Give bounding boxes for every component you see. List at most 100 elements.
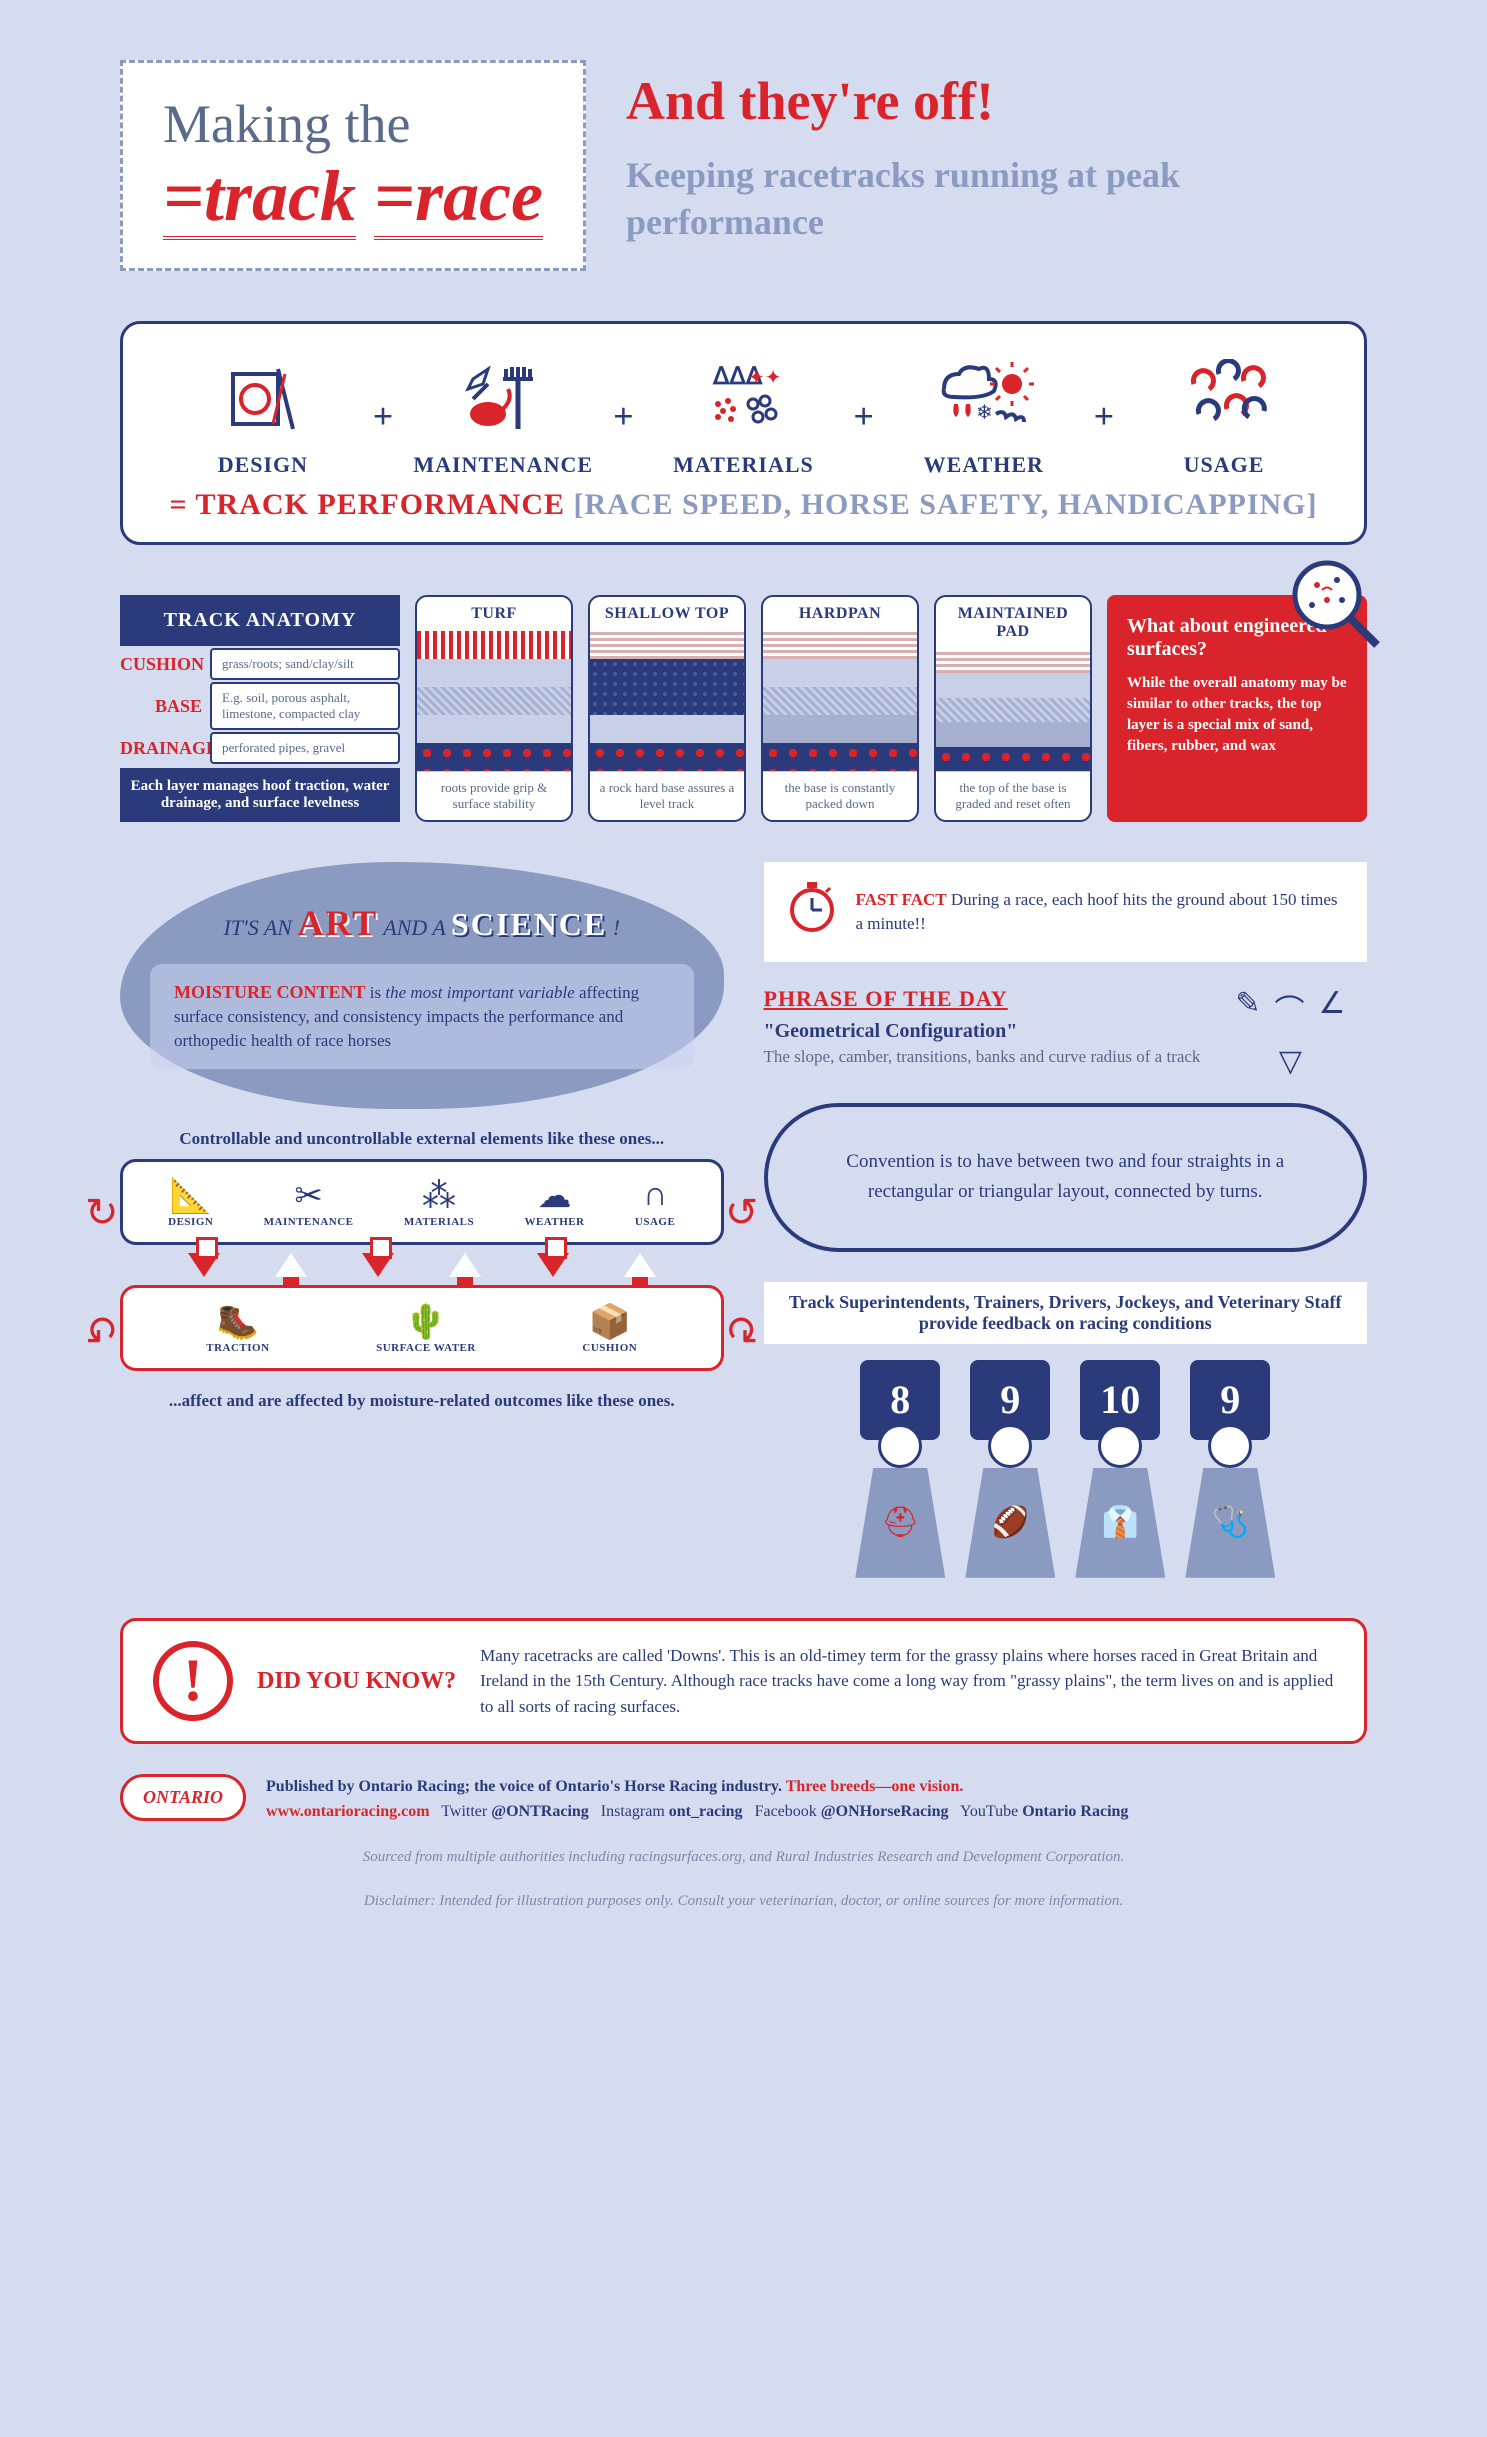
footer: ONTARIO Published by Ontario Racing; the…	[120, 1774, 1367, 1913]
arrow-up-icon	[449, 1253, 481, 1277]
exclamation-icon: !	[153, 1641, 233, 1721]
materials-icon: ᐃᐃᐃ✦✦	[644, 354, 844, 444]
maintenance-icon	[403, 354, 603, 444]
cycle-arrow-icon: ↻	[85, 1189, 119, 1236]
mini-usage: ∩USAGE	[635, 1176, 675, 1228]
svg-text:✦✦: ✦✦	[748, 367, 782, 389]
subheadline: Keeping racetracks running at peak perfo…	[626, 152, 1367, 246]
headline-off: And they're off!	[626, 70, 1367, 132]
mini-weather: ☁WEATHER	[524, 1176, 584, 1228]
materials-icon: ⁂	[404, 1176, 474, 1216]
social-links: www.ontarioracing.com Twitter @ONTRacing…	[266, 1803, 1128, 1820]
source-line: Sourced from multiple authorities includ…	[120, 1845, 1367, 1869]
geometry-icons: ✎ ⌒ ∠ ▽	[1230, 986, 1350, 1079]
elements-bottom-label: ...affect and are affected by moisture-r…	[120, 1391, 724, 1411]
judge-head-icon	[878, 1424, 922, 1468]
cycle-arrow-icon: ↻	[725, 1305, 759, 1352]
header-right: And they're off! Keeping racetracks runn…	[626, 60, 1367, 246]
judge: 9 🏈	[965, 1360, 1055, 1578]
track-type-turf: TURF roots provide grip & surface stabil…	[415, 595, 573, 822]
outcome-surface-water: 🌵SURFACE WATER	[376, 1302, 476, 1354]
arrow-down-icon	[537, 1253, 569, 1277]
surface-water-icon: 🌵	[376, 1302, 476, 1342]
elements-top-label: Controllable and uncontrollable external…	[120, 1129, 724, 1149]
feedback-section: Track Superintendents, Trainers, Drivers…	[764, 1282, 1368, 1578]
mid-section: IT'S AN ART AND A SCIENCE ! MOISTURE CON…	[120, 862, 1367, 1578]
traction-icon: 🥾	[206, 1302, 269, 1342]
weather-icon: ☁	[524, 1176, 584, 1216]
judge-body-icon: ⛑	[855, 1468, 945, 1578]
dyk-label: DID YOU KNOW?	[257, 1668, 456, 1694]
judges-row: 8 ⛑ 9 🏈 10 👔 9 🩺	[764, 1360, 1368, 1578]
judge-body-icon: 🏈	[965, 1468, 1055, 1578]
external-elements-box: 📐DESIGN ✂MAINTENANCE ⁂MATERIALS ☁WEATHER…	[120, 1159, 724, 1245]
fast-fact: FAST FACT During a race, each hoof hits …	[764, 862, 1368, 962]
mid-right: FAST FACT During a race, each hoof hits …	[764, 862, 1368, 1578]
judge: 9 🩺	[1185, 1360, 1275, 1578]
title-line1: Making the	[163, 93, 543, 155]
outcome-traction: 🥾TRACTION	[206, 1302, 269, 1354]
header: Making the =track =race And they're off!…	[120, 60, 1367, 271]
equation-icons: DESIGN + MAINTENANCE + ᐃᐃᐃ✦✦ MATERIALS +…	[163, 354, 1324, 478]
judge-head-icon	[1208, 1424, 1252, 1468]
anatomy-footer: Each layer manages hoof traction, water …	[120, 768, 400, 822]
track-type-maintained: MAINTAINED PAD the top of the base is gr…	[934, 595, 1092, 822]
title-box: Making the =track =race	[120, 60, 586, 271]
plus-icon: +	[603, 395, 644, 437]
plus-icon: +	[363, 395, 404, 437]
usage-icon: ∩	[635, 1176, 675, 1216]
plus-icon: +	[1084, 395, 1125, 437]
pencil-icon: ✎	[1235, 986, 1260, 1030]
angle-icon: ∠	[1319, 986, 1346, 1030]
cycle-arrow-icon: ↻	[85, 1305, 119, 1352]
convention-oval: Convention is to have between two and fo…	[764, 1103, 1368, 1252]
phrase-quote: "Geometrical Configuration"	[764, 1020, 1201, 1043]
eq-item-design: DESIGN	[163, 354, 363, 478]
anatomy-header: TRACK ANATOMY	[120, 595, 400, 646]
judge-body-icon: 👔	[1075, 1468, 1165, 1578]
judge-body-icon: 🩺	[1185, 1468, 1275, 1578]
svg-text:❄: ❄	[976, 402, 993, 424]
phrase-desc: The slope, camber, transitions, banks an…	[764, 1047, 1201, 1067]
cushion-icon: 📦	[582, 1302, 637, 1342]
anatomy-layer-cushion: CUSHION grass/roots; sand/clay/silt	[120, 648, 400, 680]
engineered-a: While the overall anatomy may be similar…	[1127, 673, 1347, 757]
phrase-header: PHRASE OF THE DAY	[764, 986, 1201, 1012]
track-type-shallow: SHALLOW TOP a rock hard base assures a l…	[588, 595, 746, 822]
did-you-know-box: ! DID YOU KNOW? Many racetracks are call…	[120, 1618, 1367, 1744]
judge-head-icon	[1098, 1424, 1142, 1468]
anatomy-section: TRACK ANATOMY CUSHION grass/roots; sand/…	[120, 595, 1367, 822]
judge: 10 👔	[1075, 1360, 1165, 1578]
magnifier-icon	[1287, 555, 1387, 655]
arrows-row	[160, 1253, 684, 1277]
stethoscope-icon: 🩺	[1212, 1505, 1249, 1540]
phrase-of-day: PHRASE OF THE DAY "Geometrical Configura…	[764, 986, 1368, 1079]
dyk-text: Many racetracks are called 'Downs'. This…	[480, 1643, 1334, 1720]
arrow-up-icon	[624, 1253, 656, 1277]
publisher: Published by Ontario Racing; the voice o…	[266, 1778, 782, 1795]
eq-item-maintenance: MAINTENANCE	[403, 354, 603, 478]
title-line2: =track =race	[163, 155, 543, 238]
protractor-icon: ⌒	[1275, 986, 1305, 1030]
art-science-heading: IT'S AN ART AND A SCIENCE !	[150, 902, 694, 944]
design-icon	[163, 354, 363, 444]
mini-materials: ⁂MATERIALS	[404, 1176, 474, 1228]
plus-icon: +	[843, 395, 884, 437]
helmet-icon: ⛑	[881, 1505, 919, 1540]
anatomy-layer-drainage: DRAINAGE perforated pipes, gravel	[120, 732, 400, 764]
outcome-cushion: 📦CUSHION	[582, 1302, 637, 1354]
anatomy-layer-base: BASE E.g. soil, porous asphalt, limeston…	[120, 682, 400, 730]
triangle-icon: ▽	[1279, 1044, 1302, 1079]
eq-item-weather: ❄ WEATHER	[884, 354, 1084, 478]
judge: 8 ⛑	[855, 1360, 945, 1578]
arrow-down-icon	[362, 1253, 394, 1277]
equation-result: = TRACK PERFORMANCE [RACE SPEED, HORSE S…	[163, 488, 1324, 522]
arrow-up-icon	[275, 1253, 307, 1277]
disclaimer-line: Disclaimer: Intended for illustration pu…	[120, 1889, 1367, 1913]
maintenance-icon: ✂	[264, 1176, 354, 1216]
mini-design: 📐DESIGN	[168, 1176, 213, 1228]
cycle-arrow-icon: ↻	[725, 1189, 759, 1236]
outcomes-box: 🥾TRACTION 🌵SURFACE WATER 📦CUSHION	[120, 1285, 724, 1371]
fast-fact-text: FAST FACT During a race, each hoof hits …	[856, 888, 1348, 936]
art-science-blob: IT'S AN ART AND A SCIENCE ! MOISTURE CON…	[120, 862, 724, 1109]
